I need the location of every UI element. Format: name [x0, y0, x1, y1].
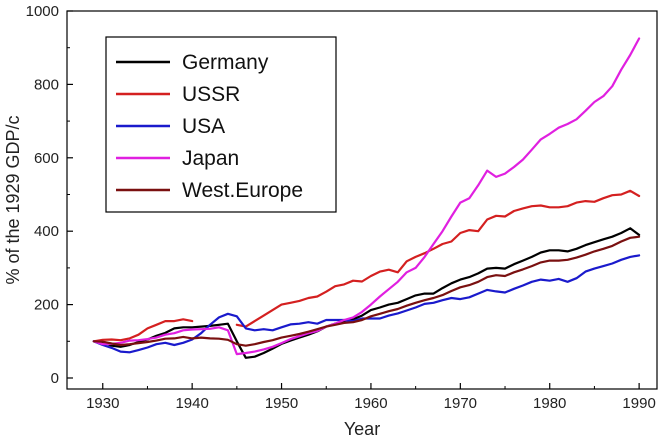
series-line-west-europe	[92, 235, 641, 347]
y-tick-label: 0	[51, 370, 59, 387]
legend-box	[105, 36, 337, 213]
x-tick-label: 1950	[265, 395, 298, 412]
legend-label: Germany	[182, 51, 269, 74]
series-line-ussr	[92, 189, 641, 343]
x-tick-label: 1990	[622, 395, 655, 412]
plot-frame	[66, 10, 658, 390]
y-tick-label: 800	[34, 76, 59, 93]
y-tick-label: 400	[34, 223, 59, 240]
x-tick-label: 1930	[86, 395, 119, 412]
legend-label: West.Europe	[182, 179, 303, 202]
axis-ticks: 1930 1940 1950 1960 1970 1980 1990 0 200 400 600 80…	[26, 3, 656, 412]
legend: Germany USSR USA Japan West.Europe	[105, 36, 337, 213]
legend-label: USSR	[182, 83, 240, 106]
series-layer	[92, 37, 641, 359]
y-axis-title: % of the 1929 GDP/c	[3, 115, 23, 284]
legend-label: USA	[182, 115, 225, 138]
y-tick-label: 1000	[26, 3, 59, 20]
series-line-germany	[92, 227, 641, 359]
x-axis-title: Year	[344, 419, 380, 439]
y-tick-label: 600	[34, 150, 59, 167]
series-line-japan	[92, 37, 641, 356]
y-tick-label: 200	[34, 297, 59, 314]
x-tick-label: 1970	[444, 395, 477, 412]
x-tick-label: 1980	[533, 395, 566, 412]
x-tick-label: 1940	[175, 395, 208, 412]
x-tick-label: 1960	[354, 395, 387, 412]
legend-label: Japan	[182, 147, 239, 170]
